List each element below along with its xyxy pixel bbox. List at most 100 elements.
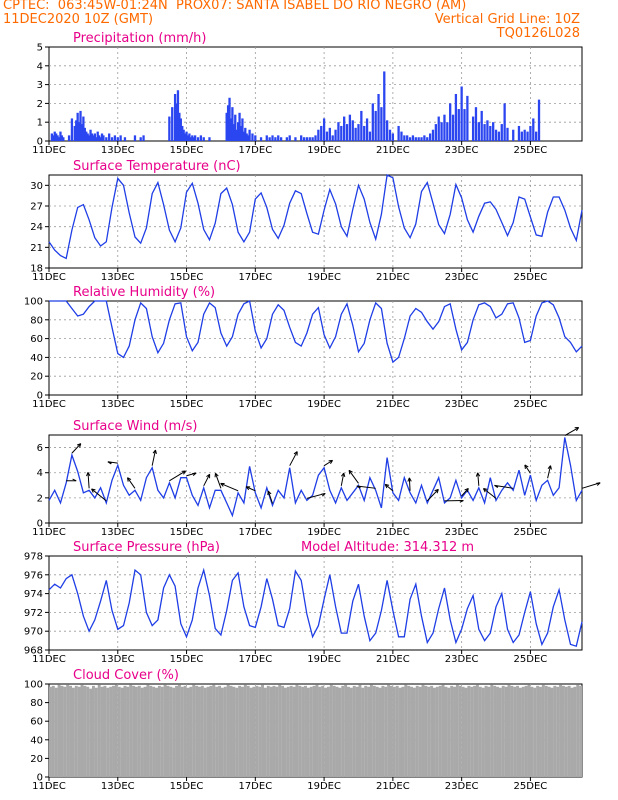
- cloud-bar: [561, 685, 565, 777]
- rh-ytick-label: 40: [30, 353, 43, 364]
- precip-ytick-label: 0: [37, 137, 43, 148]
- precip-bar: [446, 122, 449, 141]
- cloud-bar: [453, 686, 456, 777]
- precip-bar: [466, 95, 469, 141]
- precip-bar: [440, 122, 443, 141]
- wind-arrowhead: [384, 483, 390, 489]
- cloud-bar: [183, 685, 187, 777]
- wind-xtick-label: 19DEC: [307, 527, 341, 538]
- wind-arrowhead: [547, 465, 552, 470]
- wind-arrow: [87, 472, 90, 489]
- rh-title: Relative Humidity (%): [73, 285, 215, 300]
- precip-bar: [95, 137, 98, 141]
- cloud-bar: [498, 687, 502, 777]
- cloud-bar: [89, 688, 93, 777]
- precip-bar: [80, 124, 84, 141]
- wind-arrowhead: [459, 500, 464, 503]
- cloud-bar: [152, 686, 156, 777]
- cloud-bar: [404, 684, 408, 777]
- cloud-bar: [252, 686, 256, 777]
- cloud-bar: [172, 687, 176, 777]
- cloud-bar: [501, 685, 505, 777]
- cloud-bar: [412, 687, 416, 777]
- wind-arrow: [203, 473, 211, 487]
- pressure-annotation: Model Altitude: 314.312 m: [301, 540, 474, 555]
- temp-ytick-label: 27: [30, 202, 43, 213]
- header-code: TQ0126L028: [496, 26, 580, 41]
- wind-arrowhead: [434, 488, 439, 494]
- cloud-bar: [266, 685, 270, 777]
- precip-bar: [431, 129, 435, 141]
- cloud-bar: [295, 684, 299, 777]
- wind-arrowhead: [596, 482, 601, 486]
- precip-bar: [100, 133, 104, 141]
- cloud-xtick-label: 15DEC: [170, 781, 204, 792]
- precip-bar: [371, 103, 374, 141]
- cloud-ytick-label: 80: [30, 698, 43, 709]
- precip-bar: [523, 129, 526, 141]
- precip-bar: [337, 122, 340, 141]
- temp-title: Surface Temperature (nC): [73, 159, 241, 174]
- cloud-xtick-label: 17DEC: [238, 781, 272, 792]
- cloud-bar: [298, 685, 302, 777]
- precip-bar: [474, 107, 478, 141]
- rh-xtick-label: 17DEC: [238, 399, 272, 410]
- precip-ytick-label: 1: [37, 118, 43, 129]
- wind-arrowhead: [482, 488, 488, 493]
- precip-bar: [87, 135, 91, 141]
- precip-bar: [196, 137, 200, 141]
- cloud-bar: [240, 686, 244, 777]
- cloud-bar: [329, 684, 333, 777]
- wind-xtick-label: 15DEC: [170, 527, 204, 538]
- rh-xtick-label: 25DEC: [514, 399, 548, 410]
- rh-frame: [48, 300, 583, 396]
- cloud-bar: [149, 685, 153, 777]
- cloud-bar: [401, 686, 405, 777]
- precip-bar: [360, 110, 363, 141]
- precip-bar: [391, 133, 395, 141]
- precip-bar: [512, 129, 515, 141]
- rh-ytick-label: 60: [30, 334, 43, 345]
- cloud-bar: [504, 686, 508, 777]
- precip-bar: [102, 135, 105, 141]
- precip-bar: [105, 137, 108, 141]
- cloud-bar: [83, 685, 87, 777]
- cloud-bar: [358, 684, 362, 777]
- precip-bar: [232, 124, 235, 141]
- cloud-bar: [530, 686, 534, 777]
- cloud-xtick-label: 11DEC: [32, 781, 66, 792]
- pressure-ytick-label: 976: [24, 570, 43, 581]
- precip-bar: [426, 137, 429, 141]
- wind-arrowhead: [214, 472, 219, 478]
- precip-bar: [500, 124, 503, 141]
- precip-bar: [385, 120, 389, 141]
- precip-bar: [480, 110, 483, 141]
- rh-xtick-label: 11DEC: [32, 399, 66, 410]
- precip-bar: [199, 135, 203, 141]
- cloud-bar: [347, 686, 350, 777]
- cloud-bar: [229, 685, 233, 777]
- cloud-bar: [539, 686, 542, 777]
- cloud-xtick-label: 25DEC: [514, 781, 548, 792]
- precip-bar: [229, 118, 233, 141]
- precip-bar: [497, 131, 501, 141]
- precip-bar: [463, 109, 466, 141]
- temp-series-line: [48, 174, 583, 260]
- precip-bar: [142, 135, 145, 141]
- precip-bar: [300, 135, 303, 141]
- wind-arrowhead: [152, 449, 157, 455]
- cloud-bar: [355, 686, 359, 777]
- wind-arrow: [289, 451, 298, 466]
- cloud-bar: [410, 686, 414, 777]
- precip-bar: [67, 135, 71, 141]
- precip-bar: [328, 127, 331, 141]
- wind-arrowhead: [464, 487, 469, 493]
- cloud-bar: [163, 684, 167, 777]
- cloud-bar: [435, 686, 439, 777]
- cloud-bar: [390, 685, 393, 777]
- pressure-xtick-label: 15DEC: [170, 654, 204, 665]
- cloud-bar: [112, 685, 115, 777]
- cloud-bar: [146, 684, 150, 777]
- precip-bar: [351, 120, 354, 141]
- precip-bar: [50, 133, 54, 141]
